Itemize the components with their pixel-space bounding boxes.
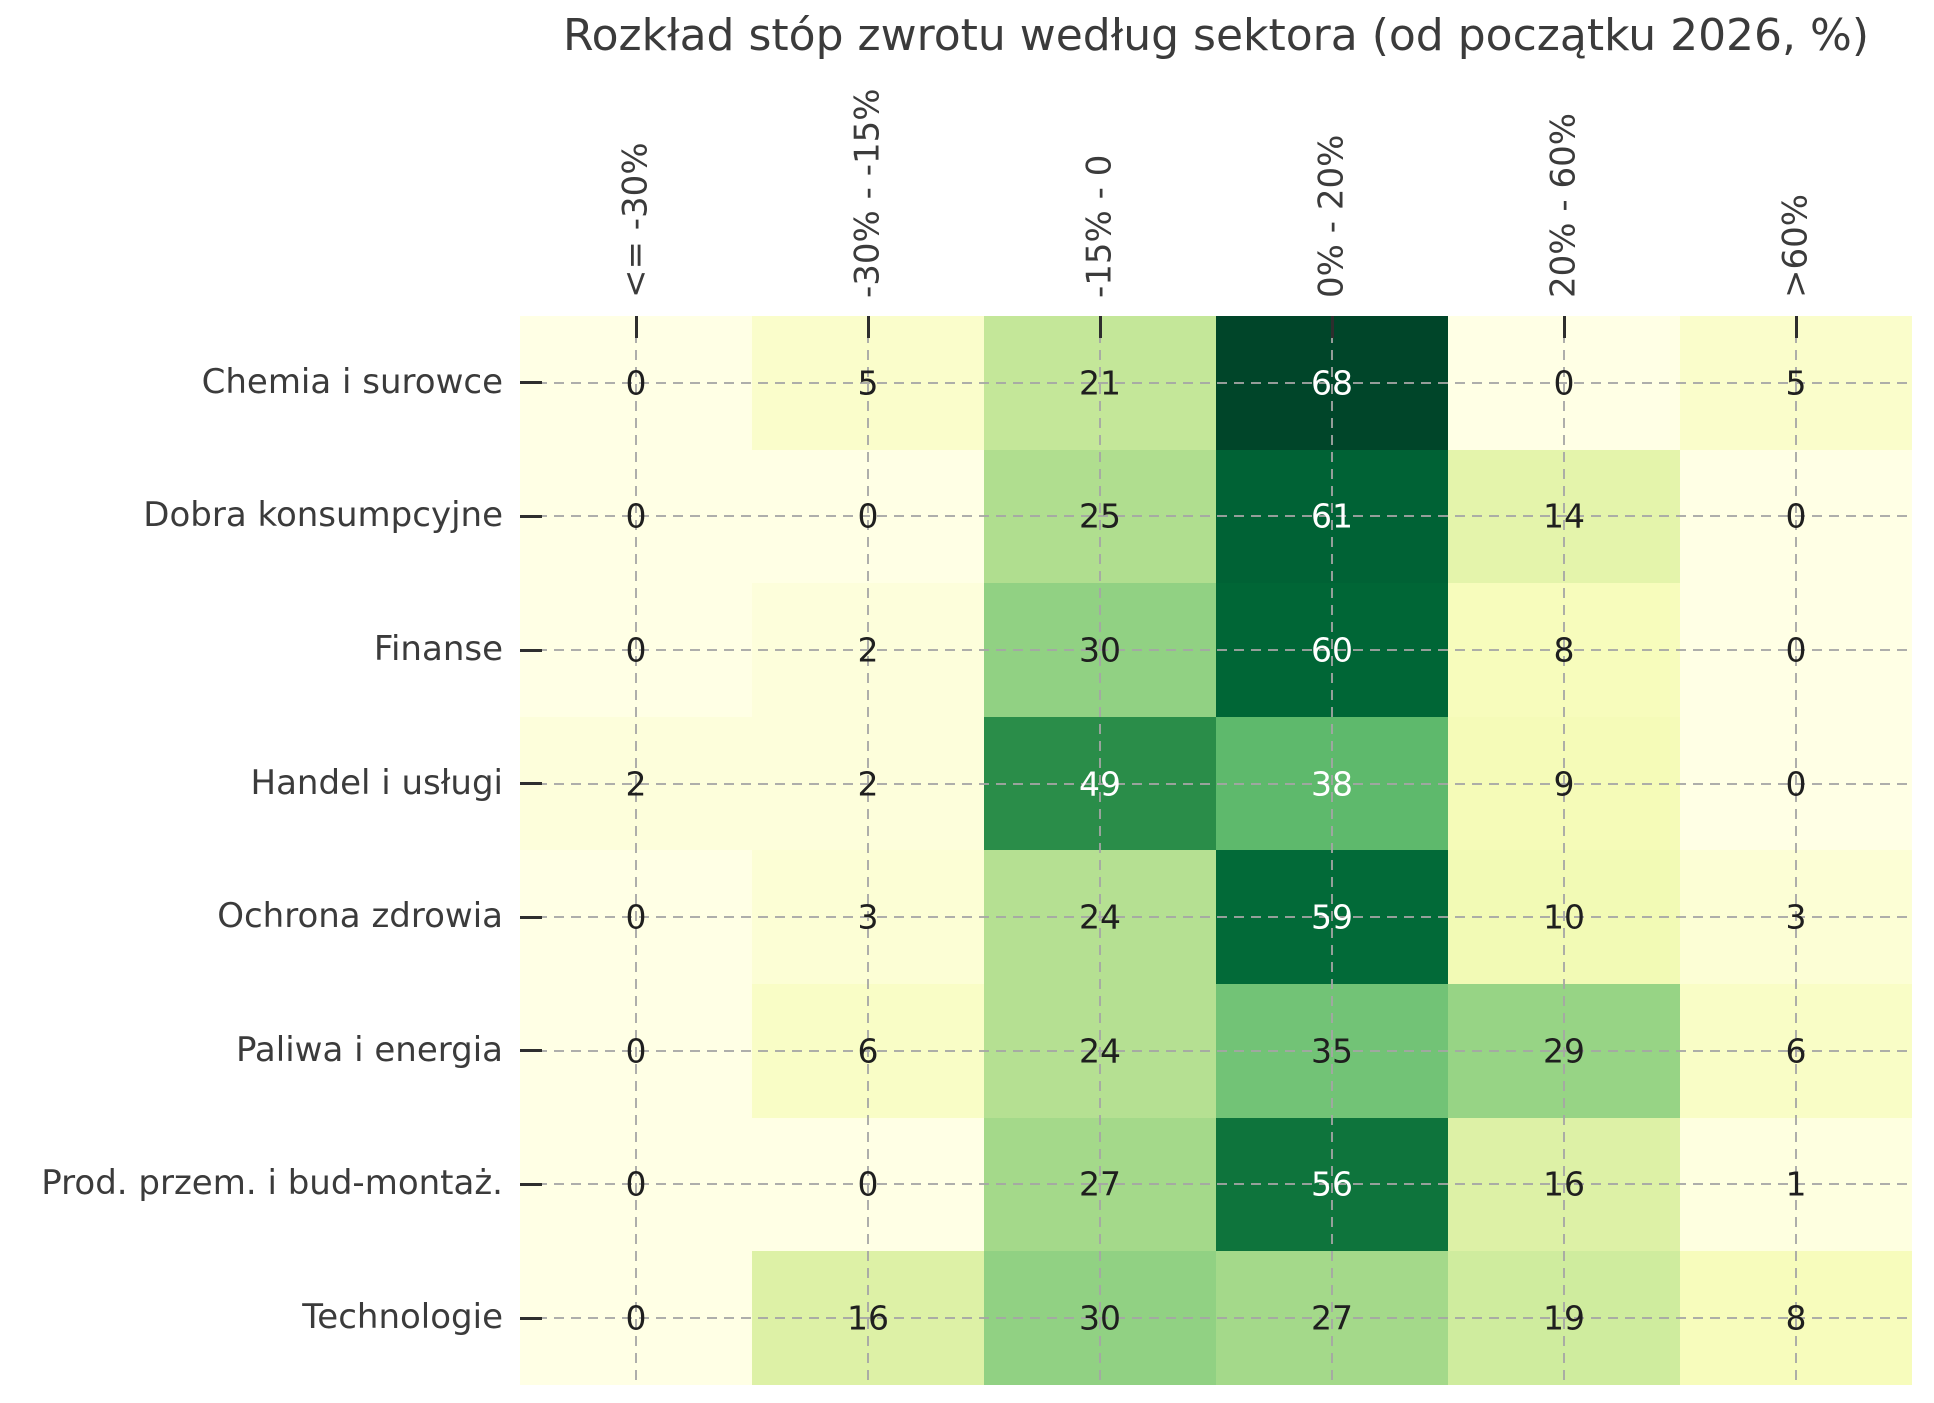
x-axis-label: >60%: [1775, 193, 1816, 298]
y-tick: [520, 1316, 542, 1320]
cell-value: 61: [1311, 496, 1353, 536]
x-axis-label: <= -30%: [615, 142, 656, 298]
cell-value: 0: [1553, 363, 1575, 403]
cell-value: 59: [1311, 897, 1353, 937]
gridline-vertical: [635, 316, 637, 1385]
y-tick: [520, 381, 542, 385]
y-tick: [520, 648, 542, 652]
gridline-horizontal: [520, 916, 1912, 919]
cell-value: 38: [1311, 764, 1353, 804]
y-axis-label: Technologie: [302, 1297, 503, 1338]
cell-value: 2: [857, 764, 879, 804]
cell-value: 0: [857, 1164, 879, 1204]
x-axis-label: 0% - 20%: [1311, 134, 1352, 298]
cell-value: 27: [1311, 1298, 1353, 1338]
gridline-horizontal: [520, 1049, 1912, 1052]
cell-value: 2: [625, 764, 647, 804]
cell-value: 35: [1311, 1031, 1353, 1071]
x-tick: [1794, 316, 1798, 338]
y-axis-label: Paliwa i energia: [235, 1029, 503, 1070]
cell-value: 49: [1079, 764, 1121, 804]
cell-value: 0: [625, 1298, 647, 1338]
cell-value: 14: [1543, 496, 1585, 536]
gridline-horizontal: [520, 782, 1912, 785]
gridline-horizontal: [520, 1317, 1912, 1319]
cell-value: 24: [1079, 897, 1121, 937]
cell-value: 25: [1079, 496, 1121, 536]
cell-value: 30: [1079, 1298, 1121, 1338]
cell-value: 24: [1079, 1031, 1121, 1071]
cell-value: 0: [625, 363, 647, 403]
x-tick: [1098, 316, 1102, 338]
x-axis-label: 20% - 60%: [1543, 112, 1584, 298]
x-axis-label: -30% - -15%: [847, 88, 888, 298]
cell-value: 19: [1543, 1298, 1585, 1338]
cell-value: 0: [857, 496, 879, 536]
gridline-horizontal: [520, 1183, 1912, 1186]
y-tick: [520, 514, 542, 518]
cell-value: 6: [1785, 1031, 1807, 1071]
cell-value: 21: [1079, 363, 1121, 403]
y-tick: [520, 1049, 542, 1053]
y-axis-label: Prod. przem. i bud-montaż.: [41, 1163, 503, 1204]
x-tick: [866, 316, 870, 338]
cell-value: 0: [1785, 630, 1807, 670]
cell-value: 5: [1785, 363, 1807, 403]
cell-value: 68: [1311, 363, 1353, 403]
gridline-horizontal: [520, 515, 1912, 518]
gridline-vertical: [1099, 316, 1101, 1385]
gridline-horizontal: [520, 381, 1912, 384]
x-tick: [1562, 316, 1566, 338]
cell-value: 8: [1553, 630, 1575, 670]
gridline-vertical: [1795, 316, 1797, 1385]
cell-value: 0: [1785, 496, 1807, 536]
cell-value: 27: [1079, 1164, 1121, 1204]
cell-value: 1: [1785, 1164, 1807, 1204]
cell-value: 8: [1785, 1298, 1807, 1338]
x-tick: [634, 316, 638, 338]
y-axis-label: Chemia i surowce: [201, 361, 503, 402]
gridline-vertical: [867, 316, 869, 1385]
x-axis-label: -15% - 0: [1079, 154, 1120, 298]
cell-value: 9: [1553, 764, 1575, 804]
cell-value: 56: [1311, 1164, 1353, 1204]
cell-value: 10: [1543, 897, 1585, 937]
cell-value: 3: [857, 897, 879, 937]
cell-value: 0: [625, 496, 647, 536]
cell-value: 16: [847, 1298, 889, 1338]
x-tick: [1330, 316, 1334, 338]
y-tick: [520, 915, 542, 919]
cell-value: 2: [857, 630, 879, 670]
y-axis-label: Ochrona zdrowia: [217, 896, 503, 937]
cell-value: 30: [1079, 630, 1121, 670]
y-axis-label: Handel i usługi: [250, 762, 503, 803]
cell-value: 0: [625, 1031, 647, 1071]
cell-value: 5: [857, 363, 879, 403]
gridline-vertical: [1563, 316, 1565, 1385]
y-tick: [520, 782, 542, 786]
y-tick: [520, 1182, 542, 1186]
cell-value: 6: [857, 1031, 879, 1071]
y-axis-label: Dobra konsumpcyjne: [143, 495, 503, 536]
cell-value: 29: [1543, 1031, 1585, 1071]
y-axis-label: Finanse: [373, 629, 503, 670]
cell-value: 3: [1785, 897, 1807, 937]
gridline-vertical: [1331, 316, 1333, 1385]
gridline-horizontal: [520, 649, 1912, 651]
cell-value: 0: [1785, 764, 1807, 804]
cell-value: 16: [1543, 1164, 1585, 1204]
chart-title: Rozkład stóp zwrotu według sektora (od p…: [563, 10, 1869, 61]
cell-value: 0: [625, 630, 647, 670]
cell-value: 60: [1311, 630, 1353, 670]
cell-value: 0: [625, 897, 647, 937]
cell-value: 0: [625, 1164, 647, 1204]
